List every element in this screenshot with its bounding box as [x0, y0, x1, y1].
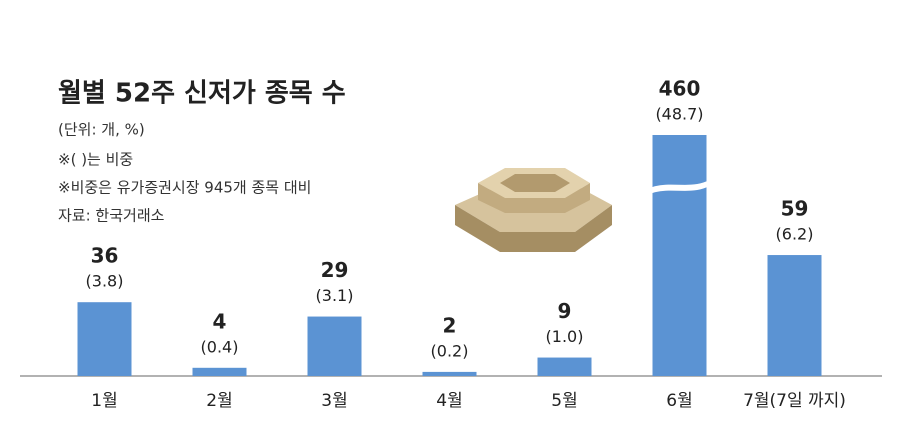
- note: ※비중은 유가증권시장 945개 종목 대비: [58, 179, 311, 197]
- bar: [537, 357, 592, 376]
- x-tick-label: 4월: [436, 391, 462, 411]
- axis-break: [649, 180, 710, 195]
- share-label: (3.8): [86, 272, 124, 291]
- share-label: (48.7): [655, 105, 703, 124]
- value-label: 460: [659, 77, 701, 101]
- bar: [77, 302, 132, 376]
- bar: [192, 367, 247, 376]
- chart-title: 월별 52주 신저가 종목 수: [58, 79, 346, 109]
- x-tick-label: 5월: [551, 391, 577, 411]
- decoration: [455, 168, 612, 252]
- source: 자료: 한국거래소: [58, 207, 165, 225]
- x-tick-label: 6월: [666, 391, 692, 411]
- x-tick-label: 1월: [91, 391, 117, 411]
- share-label: (6.2): [776, 225, 814, 244]
- x-tick-label: 3월: [321, 391, 347, 411]
- share-label: (0.4): [201, 337, 239, 356]
- bar: [767, 255, 822, 376]
- x-tick-label: 7월(7일 까지): [743, 391, 846, 411]
- value-label: 2: [443, 313, 457, 337]
- share-label: (3.1): [316, 286, 354, 305]
- share-label: (0.2): [431, 341, 469, 360]
- value-label: 9: [558, 299, 572, 323]
- value-label: 36: [91, 244, 119, 268]
- bar: [307, 316, 362, 376]
- value-label: 29: [321, 258, 349, 282]
- share-label: (1.0): [546, 327, 584, 346]
- note: ※( )는 비중: [58, 151, 133, 169]
- x-tick-label: 2월: [206, 391, 232, 411]
- subtitle: (단위: 개, %): [58, 121, 145, 139]
- value-label: 4: [213, 309, 227, 333]
- bar: [422, 371, 477, 376]
- value-label: 59: [781, 197, 809, 221]
- bar: [652, 135, 707, 376]
